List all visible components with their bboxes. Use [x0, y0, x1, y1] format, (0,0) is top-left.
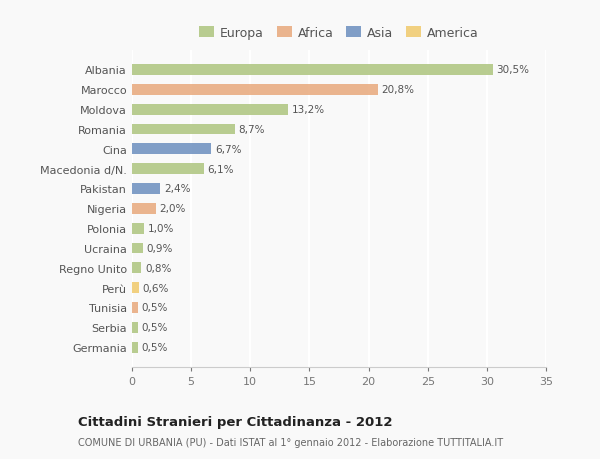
- Text: 6,1%: 6,1%: [208, 164, 234, 174]
- Bar: [132, 164, 204, 175]
- Text: 30,5%: 30,5%: [496, 65, 529, 75]
- Text: 1,0%: 1,0%: [148, 224, 174, 234]
- Text: 0,5%: 0,5%: [142, 303, 168, 313]
- Bar: [132, 184, 160, 195]
- Text: 0,9%: 0,9%: [146, 243, 173, 253]
- Bar: [132, 124, 235, 135]
- Bar: [132, 65, 493, 76]
- Text: 0,5%: 0,5%: [142, 342, 168, 353]
- Text: COMUNE DI URBANIA (PU) - Dati ISTAT al 1° gennaio 2012 - Elaborazione TUTTITALIA: COMUNE DI URBANIA (PU) - Dati ISTAT al 1…: [78, 437, 503, 447]
- Text: 20,8%: 20,8%: [382, 85, 415, 95]
- Text: 0,6%: 0,6%: [143, 283, 169, 293]
- Text: 0,8%: 0,8%: [145, 263, 172, 273]
- Bar: [132, 105, 288, 115]
- Bar: [132, 263, 142, 274]
- Bar: [132, 342, 138, 353]
- Text: 0,5%: 0,5%: [142, 323, 168, 333]
- Text: 8,7%: 8,7%: [238, 125, 265, 134]
- Text: 2,0%: 2,0%: [159, 204, 185, 214]
- Bar: [132, 302, 138, 313]
- Text: 2,4%: 2,4%: [164, 184, 190, 194]
- Legend: Europa, Africa, Asia, America: Europa, Africa, Asia, America: [194, 22, 484, 45]
- Text: 13,2%: 13,2%: [292, 105, 325, 115]
- Bar: [132, 322, 138, 333]
- Bar: [132, 223, 144, 234]
- Bar: [132, 144, 211, 155]
- Bar: [132, 203, 155, 214]
- Bar: [132, 84, 378, 95]
- Text: 6,7%: 6,7%: [215, 145, 241, 155]
- Bar: [132, 243, 143, 254]
- Bar: [132, 283, 139, 293]
- Text: Cittadini Stranieri per Cittadinanza - 2012: Cittadini Stranieri per Cittadinanza - 2…: [78, 415, 392, 428]
